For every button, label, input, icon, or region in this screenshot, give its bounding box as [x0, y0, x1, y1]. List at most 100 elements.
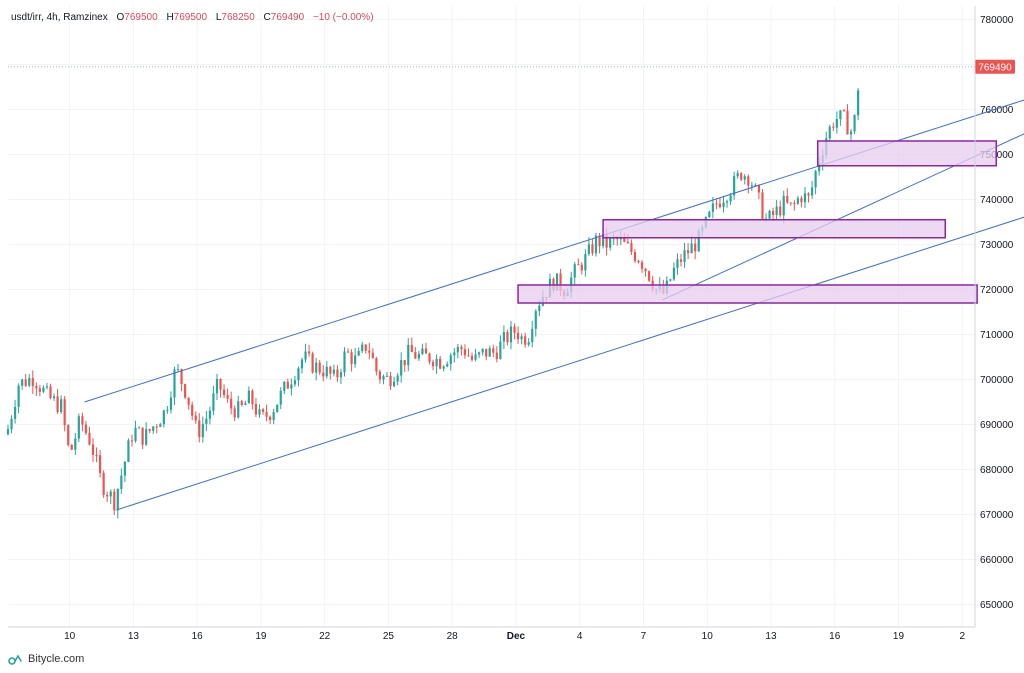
candle-body	[6, 429, 10, 435]
candle-body	[28, 378, 31, 386]
candle-body	[842, 110, 846, 112]
candle-body	[346, 351, 350, 353]
candle-body	[137, 427, 141, 429]
candle-body	[623, 237, 626, 242]
x-tick-label: 2	[959, 631, 965, 642]
candle-body	[591, 244, 594, 254]
candle-body	[407, 344, 410, 366]
candle-body	[779, 206, 782, 216]
candle-body	[807, 193, 810, 196]
candle-body	[173, 369, 176, 398]
candle-body	[382, 376, 385, 380]
candle-body	[276, 404, 279, 413]
candle-body	[169, 397, 173, 410]
candle-body	[155, 426, 158, 428]
candle-body	[814, 171, 817, 188]
candle-body	[194, 415, 197, 421]
legend: usdt/irr, 4h, Ramzinex O769500 H769500 L…	[11, 12, 374, 23]
candle-body	[230, 398, 233, 409]
candle-body	[453, 352, 456, 356]
candle-body	[605, 234, 608, 248]
candle-body	[375, 358, 378, 372]
candle-body	[644, 268, 647, 272]
candle-body	[254, 404, 258, 415]
brand-text: Bitycle.com	[28, 653, 85, 665]
candle-body	[446, 364, 449, 367]
candle-body	[750, 185, 753, 187]
candle-body	[594, 235, 598, 254]
candle-body	[222, 389, 226, 395]
candle-body	[835, 119, 838, 128]
candle-body	[485, 348, 488, 357]
brand[interactable]: Bitycle.com	[8, 653, 84, 665]
candle-body	[311, 353, 314, 373]
candle-body	[803, 193, 807, 203]
candle-body	[754, 184, 757, 186]
candle-body	[428, 353, 431, 362]
candle-body	[148, 429, 151, 431]
candle-body	[45, 386, 49, 388]
y-tick-label: 700000	[980, 375, 1014, 386]
y-tick-label: 680000	[980, 465, 1014, 476]
candle-body	[853, 115, 856, 132]
legend-close-label: C	[263, 12, 271, 23]
candle-body	[116, 488, 119, 511]
candle-body	[123, 461, 126, 476]
candle-body	[350, 352, 353, 365]
candle-body	[733, 176, 736, 196]
candle-body	[772, 211, 775, 216]
candle-body	[761, 192, 764, 219]
candle-body	[715, 203, 718, 205]
candle-body	[322, 372, 325, 377]
x-tick-label: 28	[447, 631, 459, 642]
candle-body	[56, 396, 59, 412]
candle-body	[269, 416, 272, 421]
candle-body	[17, 385, 20, 407]
candle-body	[378, 371, 382, 380]
candle-body	[283, 381, 286, 391]
legend-high: 769500	[173, 12, 208, 23]
candle-body	[424, 348, 428, 354]
zone-1	[816, 140, 998, 167]
candle-body	[307, 351, 311, 354]
candle-body	[495, 352, 498, 359]
legend-low-label: L	[215, 12, 222, 23]
candle-body	[524, 336, 527, 345]
candle-body	[786, 195, 789, 203]
candle-body	[832, 126, 835, 128]
candle-body	[368, 350, 371, 353]
candle-body	[24, 379, 27, 386]
candle-body	[694, 243, 697, 252]
x-tick-label: 16	[192, 631, 204, 642]
candle-body	[527, 342, 530, 345]
candle-body	[648, 271, 651, 281]
y-tick-label: 730000	[980, 240, 1014, 251]
candle-body	[559, 273, 562, 292]
candle-body	[679, 259, 683, 262]
candle-body	[633, 251, 637, 262]
candle-body	[13, 406, 17, 419]
candle-body	[237, 401, 240, 418]
candle-body	[449, 355, 452, 365]
candle-body	[102, 472, 105, 495]
legend-change: −10 (−0.00%)	[312, 12, 374, 23]
x-tick-label: 19	[255, 631, 267, 642]
candle-body	[849, 131, 853, 135]
candle-body	[846, 110, 849, 135]
candle-body	[42, 387, 45, 392]
candle-body	[587, 244, 591, 255]
zone-3	[517, 284, 978, 304]
candle-body	[364, 344, 367, 351]
candle-body	[290, 384, 293, 389]
candle-body	[77, 416, 80, 439]
candle-body	[499, 341, 502, 359]
candle-body	[478, 352, 481, 355]
legend-low: 768250	[221, 12, 255, 23]
candle-body	[672, 267, 676, 280]
candle-body	[531, 328, 534, 343]
candle-body	[357, 351, 360, 356]
candle-body	[686, 250, 690, 254]
candle-body	[435, 358, 438, 367]
legend-high-label: H	[166, 12, 174, 23]
